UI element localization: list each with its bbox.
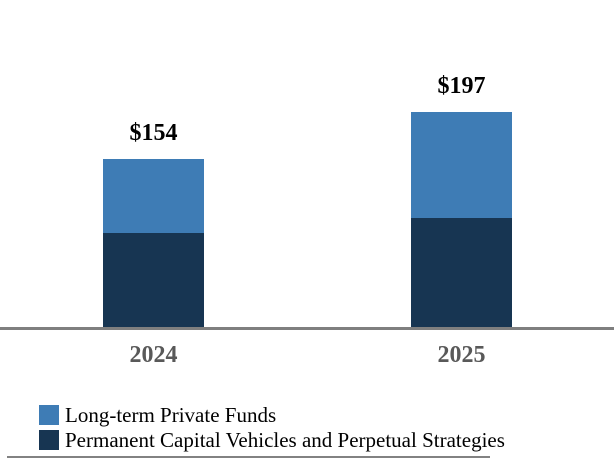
legend: Long-term Private Funds Permanent Capita… bbox=[39, 403, 505, 452]
total-label-2025: $197 bbox=[437, 73, 486, 99]
bar-2024: $154 bbox=[103, 0, 204, 327]
x-axis-line bbox=[0, 327, 614, 330]
bar-2025: $197 bbox=[411, 0, 512, 327]
category-label-2024: 2024 bbox=[129, 342, 178, 368]
legend-item-permanent-capital: Permanent Capital Vehicles and Perpetual… bbox=[39, 428, 505, 452]
total-label-2024: $154 bbox=[129, 120, 178, 146]
legend-label: Long-term Private Funds bbox=[65, 403, 277, 427]
segment-2024-long-term-private-funds bbox=[103, 159, 204, 233]
legend-item-long-term-private-funds: Long-term Private Funds bbox=[39, 403, 505, 427]
category-label-2025: 2025 bbox=[437, 342, 486, 368]
plot-area: $154 $197 bbox=[103, 0, 512, 327]
legend-swatch-light-blue bbox=[39, 405, 59, 425]
legend-label: Permanent Capital Vehicles and Perpetual… bbox=[65, 428, 505, 452]
segment-2025-permanent-capital bbox=[411, 218, 512, 327]
legend-swatch-dark-navy bbox=[39, 430, 59, 450]
segment-2024-permanent-capital bbox=[103, 233, 204, 327]
segment-2025-long-term-private-funds bbox=[411, 112, 512, 218]
cropped-bottom-rule bbox=[7, 456, 490, 458]
